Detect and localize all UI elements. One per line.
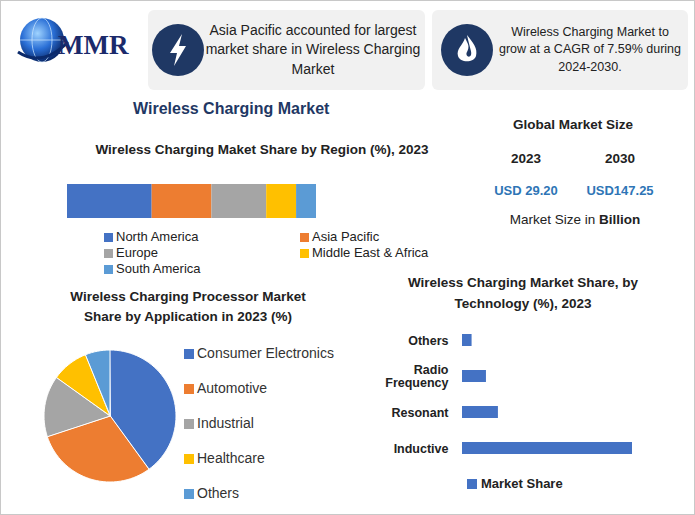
svg-text:Inductive: Inductive [394,442,449,456]
html-text:Market Size in Billion: Market Size in Billion [509,212,641,227]
svg-text:Others: Others [408,334,448,348]
html-text:Industrial: Industrial [197,415,254,431]
html-text:Healthcare: Healthcare [197,450,265,466]
html-text:Global Market Size: Global Market Size [513,117,633,132]
html-text:Others: Others [197,485,239,501]
html-text:Market Share: Market Share [481,476,563,491]
svg-text:Resonant: Resonant [392,406,450,420]
html-text:Consumer Electronics: Consumer Electronics [197,345,334,361]
html-text:Wireless Charging Processor Ma: Wireless Charging Processor Market Share… [70,289,306,324]
html-text:Wireless Charging Market Share: Wireless Charging Market Share, by Techn… [407,275,639,311]
html-text:MMR: MMR [58,30,129,60]
html-text:North America: North America [116,229,199,244]
html-text:Wireless Charging Market: Wireless Charging Market [133,100,330,117]
html-text:USD147.25: USD147.25 [586,183,654,198]
html-text:Asia Pacific accounted for lar: Asia Pacific accounted for largest marke… [205,21,421,77]
html-text:2030: 2030 [605,151,635,166]
html-text:Middle East & Africa: Middle East & Africa [312,245,429,260]
html-text:Wireless Charging Maket Share: Wireless Charging Maket Share by Region … [95,142,429,157]
svg-text:RadioFrequency: RadioFrequency [385,363,449,390]
html-text:2023: 2023 [511,151,541,166]
html-text:Automotive: Automotive [197,380,267,396]
html-text:USD 29.20: USD 29.20 [494,183,558,198]
html-text:Asia Pacific: Asia Pacific [312,229,380,244]
html-text:Wireless Charging Market to gr: Wireless Charging Market to grow at a CA… [499,24,681,74]
html-text:Europe: Europe [116,245,158,260]
html-text:South America: South America [116,261,201,276]
